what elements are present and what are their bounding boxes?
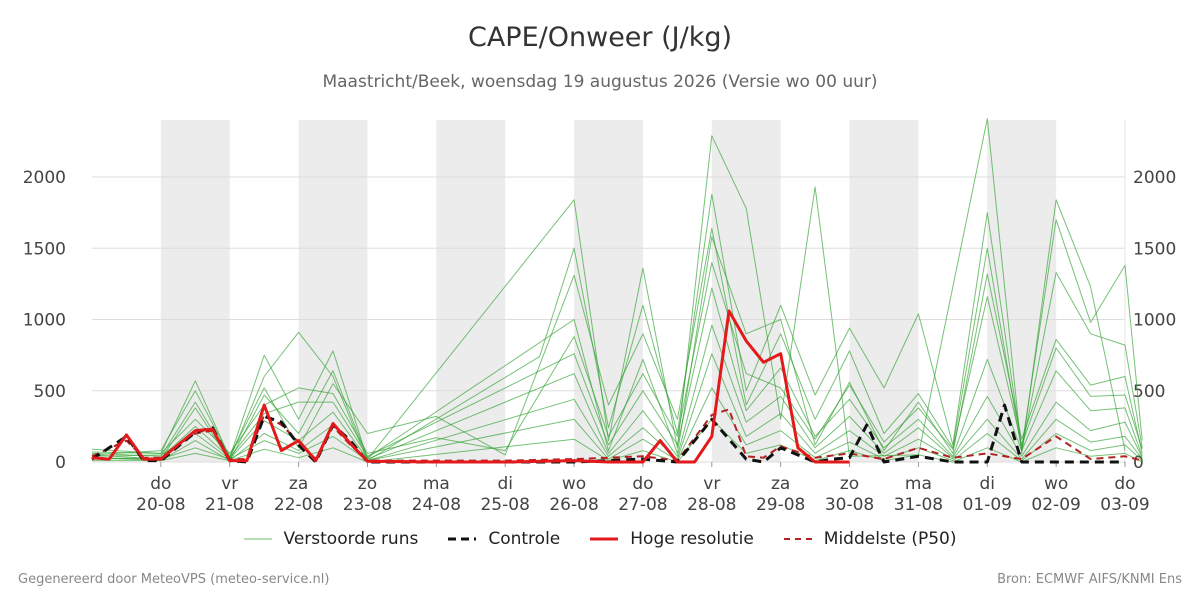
night-band xyxy=(574,120,643,462)
x-tick-day: zo xyxy=(358,474,377,494)
y-tick-label-left: 500 xyxy=(34,382,66,402)
x-tick-date: 03-09 xyxy=(1100,495,1149,515)
footer-generated-by: Gegenereerd door MeteoVPS (meteo-service… xyxy=(18,572,330,587)
series-line-ensemble xyxy=(91,236,1143,462)
chart-title: CAPE/Onweer (J/kg) xyxy=(467,22,732,53)
series-line-control xyxy=(91,403,1125,464)
x-tick-date: 28-08 xyxy=(687,495,736,515)
night-band xyxy=(436,120,506,462)
x-tick-day: wo xyxy=(562,474,586,494)
chart-subtitle: Maastricht/Beek, woensdag 19 augustus 20… xyxy=(322,72,878,92)
night-bands xyxy=(160,120,1057,462)
x-tick-date: 02-09 xyxy=(1031,495,1080,515)
x-tick-date: 29-08 xyxy=(756,495,805,515)
legend-swatch-ensemble xyxy=(243,538,272,540)
x-tick-date: 27-08 xyxy=(618,495,667,515)
x-tick-day: di xyxy=(980,474,996,494)
series-line-ensemble xyxy=(91,193,1143,462)
x-tick-day: vr xyxy=(703,474,720,494)
x-tick-day: za xyxy=(289,474,308,494)
x-tick-date: 22-08 xyxy=(274,495,323,515)
x-tick-date: 23-08 xyxy=(343,495,392,515)
legend-label-control: Controle xyxy=(488,529,561,549)
series-line-median xyxy=(91,408,1143,462)
x-tick-day: ma xyxy=(905,474,932,494)
night-band xyxy=(298,120,368,462)
legend: Verstoorde runs Controle Hoge resolutie … xyxy=(0,529,1200,549)
x-tick-day: do xyxy=(632,474,653,494)
x-tick-date: 30-08 xyxy=(825,495,874,515)
x-tick-day: do xyxy=(1114,474,1135,494)
night-band xyxy=(849,120,919,462)
y-tick-label-left: 0 xyxy=(55,453,66,473)
x-tick-day: za xyxy=(771,474,790,494)
y-tick-label-right: 1500 xyxy=(1133,239,1176,259)
series-line-ensemble xyxy=(92,418,1143,463)
series-lines xyxy=(91,118,1143,464)
y-tick-label-left: 1000 xyxy=(23,311,66,331)
y-tick-label-right: 0 xyxy=(1133,453,1144,473)
x-tick-date: 20-08 xyxy=(136,495,185,515)
x-tick-labels: do20-08vr21-08za22-08zo23-08ma24-08di25-… xyxy=(136,462,1150,515)
night-band xyxy=(160,120,230,462)
series-line-ensemble xyxy=(91,287,1143,460)
legend-swatch-control xyxy=(448,537,477,541)
legend-label-ensemble: Verstoorde runs xyxy=(283,529,419,549)
y-tick-label-right: 1000 xyxy=(1133,311,1176,331)
y-tick-label-right: 500 xyxy=(1133,382,1165,402)
y-tick-labels: 0 0 500 500 1000 1000 1500 1500 2000 2000 xyxy=(23,168,1177,473)
x-tick-date: 26-08 xyxy=(549,495,598,515)
series-line-ensemble xyxy=(91,262,1143,454)
series-line-ensemble xyxy=(91,353,1143,462)
x-tick-day: wo xyxy=(1044,474,1068,494)
x-tick-date: 01-09 xyxy=(963,495,1012,515)
legend-label-median: Middelste (P50) xyxy=(823,529,957,549)
x-tick-day: vr xyxy=(221,474,238,494)
legend-item-ensemble[interactable]: Verstoorde runs xyxy=(243,529,419,549)
x-tick-date: 31-08 xyxy=(894,495,943,515)
series-line-highres xyxy=(91,309,850,464)
x-tick-day: zo xyxy=(840,474,859,494)
x-tick-day: do xyxy=(150,474,171,494)
x-tick-day: di xyxy=(497,474,513,494)
legend-item-median[interactable]: Middelste (P50) xyxy=(783,529,957,549)
series-line-ensemble xyxy=(91,387,1143,462)
series-line-ensemble xyxy=(91,227,1143,457)
x-tick-date: 21-08 xyxy=(205,495,254,515)
footer-source: Bron: ECMWF AIFS/KNMI Ens xyxy=(997,572,1182,587)
legend-swatch-highres xyxy=(590,537,619,541)
y-tick-label-right: 2000 xyxy=(1133,168,1176,188)
x-tick-day: ma xyxy=(423,474,450,494)
legend-label-highres: Hoge resolutie xyxy=(630,529,754,549)
x-tick-date: 25-08 xyxy=(480,495,529,515)
legend-item-control[interactable]: Controle xyxy=(448,529,560,549)
legend-item-highres[interactable]: Hoge resolutie xyxy=(590,529,754,549)
y-tick-label-left: 1500 xyxy=(23,239,66,259)
x-tick-date: 24-08 xyxy=(412,495,461,515)
y-tick-label-left: 2000 xyxy=(23,168,66,188)
series-line-ensemble xyxy=(91,118,1126,460)
legend-swatch-median xyxy=(783,538,812,540)
